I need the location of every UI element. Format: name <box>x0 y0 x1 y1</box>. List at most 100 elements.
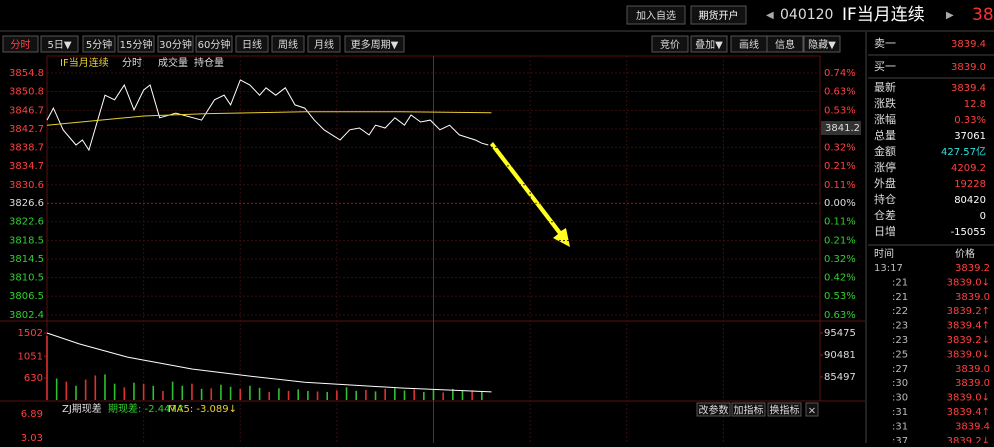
volume-tick-label: 1051 <box>18 351 43 362</box>
period-tab-box[interactable] <box>117 35 155 53</box>
period-tab-box[interactable] <box>82 35 116 53</box>
oi-tick-label: 95475 <box>824 328 856 339</box>
volume-bar <box>55 378 58 400</box>
tick-time: :30 <box>892 378 908 389</box>
period-tab-box[interactable] <box>2 35 39 53</box>
period-tab[interactable]: 月线 <box>314 38 334 51</box>
period-tab[interactable]: 30分钟 <box>159 38 192 51</box>
indicator-button[interactable]: × <box>808 406 816 417</box>
volume-bar <box>384 388 386 400</box>
period-tab-box[interactable] <box>40 35 79 53</box>
y-tick-label: 3814.5 <box>9 254 44 265</box>
tool-button-box[interactable] <box>766 35 804 53</box>
volume-bar <box>84 379 87 400</box>
period-tab-box[interactable] <box>307 35 341 53</box>
add-watch-button-box[interactable] <box>626 5 686 25</box>
volume-bar <box>268 391 271 400</box>
volume-bar <box>452 388 454 400</box>
period-tab[interactable]: 5分钟 <box>86 38 112 51</box>
period-tab[interactable]: 日线 <box>242 38 262 51</box>
volume-bar <box>249 385 251 400</box>
period-tab-box[interactable] <box>344 35 405 53</box>
quote-value: 19228 <box>954 179 986 190</box>
volume-bar <box>374 391 377 400</box>
pct-label: 0.63% <box>824 310 856 321</box>
period-tab-box[interactable] <box>235 35 269 53</box>
period-tab[interactable]: 分时 <box>11 39 31 51</box>
pct-label: 0.53% <box>824 105 856 116</box>
pct-label: 0.63% <box>824 86 856 97</box>
pct-label: 0.11% <box>824 180 856 191</box>
tick-price: 3839.2↓ <box>947 436 990 443</box>
period-tab-box[interactable] <box>195 35 233 53</box>
quote-value: 12.8 <box>964 99 986 110</box>
indicator-button[interactable]: 加指标 <box>734 404 764 417</box>
volume-bar <box>75 385 77 400</box>
quote-label: 涨幅 <box>874 113 896 126</box>
tool-button[interactable]: 叠加▼ <box>695 39 723 51</box>
quote-label: 仓差 <box>874 208 896 222</box>
contract-code: 040120 <box>780 7 833 23</box>
tool-button-box[interactable] <box>803 35 841 53</box>
indicator-button-box[interactable] <box>767 402 802 417</box>
tick-price: 3839.0 <box>955 292 990 303</box>
volume-bar <box>210 388 213 400</box>
open-account-button[interactable]: 期货开户 <box>699 9 739 22</box>
quote-value: 427.57亿 <box>941 145 986 158</box>
period-tab[interactable]: 周线 <box>278 38 298 51</box>
period-tab-box[interactable] <box>157 35 194 53</box>
tick-price: 3839.2 <box>955 263 990 274</box>
y-tick-label: 3846.7 <box>9 105 44 116</box>
indicator-button-box[interactable] <box>696 402 731 417</box>
pct-label: 0.21% <box>824 161 856 172</box>
pct-label: 0.32% <box>824 254 856 265</box>
volume-bar <box>94 375 97 400</box>
tool-button-box[interactable] <box>690 35 728 53</box>
volume-bar <box>413 389 415 400</box>
pct-label: 0.11% <box>824 217 856 228</box>
volume-bar <box>316 391 319 400</box>
contract-name: IF当月连续 <box>842 5 925 25</box>
indicator-button[interactable]: 改参数 <box>699 404 729 417</box>
indicator-button-box[interactable] <box>805 402 819 417</box>
y-tick-label: 3818.5 <box>9 236 44 247</box>
volume-bar <box>365 389 367 400</box>
volume-bar <box>307 390 309 400</box>
ticks-header: 时间 <box>874 247 894 260</box>
indicator-button[interactable]: 换指标 <box>770 404 800 417</box>
period-tab[interactable]: 5日▼ <box>47 40 71 51</box>
indicator-button-box[interactable] <box>731 402 766 417</box>
volume-bar <box>481 391 483 400</box>
volume-bar <box>461 390 464 400</box>
tool-button[interactable]: 信息 <box>775 38 795 51</box>
tick-time: :37 <box>892 436 908 443</box>
indicator-label: ZJ期现差 <box>62 402 102 415</box>
quote-label: 外盘 <box>874 176 896 190</box>
tick-time: :30 <box>892 393 908 404</box>
tick-price: 3839.4↑ <box>947 321 990 332</box>
prev-arrow: ◀ <box>766 10 774 21</box>
quote-label: 买一 <box>874 60 896 73</box>
y-tick-label: 3834.7 <box>9 161 44 172</box>
volume-bar <box>200 388 203 400</box>
period-tab[interactable]: 15分钟 <box>120 38 153 51</box>
period-tab[interactable]: 60分钟 <box>198 38 231 51</box>
add-watch-button[interactable]: 加入自选 <box>636 9 676 22</box>
tool-button-box[interactable] <box>651 35 689 53</box>
volume-bar <box>394 388 396 400</box>
quote-value: 37061 <box>954 131 986 142</box>
volume-tick-label: 1502 <box>18 328 43 339</box>
quote-label: 涨停 <box>874 160 896 174</box>
volume-bar <box>423 391 425 400</box>
y-tick-label: 3838.7 <box>9 142 44 153</box>
open-account-button-box[interactable] <box>690 5 747 25</box>
period-tab-box[interactable] <box>271 35 305 53</box>
indicator-label: 期现差: -2.447↑ <box>108 402 185 415</box>
open-interest-line <box>46 332 492 393</box>
tool-button[interactable]: 画线 <box>739 38 759 51</box>
period-tab[interactable]: 更多周期▼ <box>351 38 399 51</box>
indicator-axis-label: 3.03 <box>21 433 43 443</box>
tool-button[interactable]: 隐藏▼ <box>808 39 836 51</box>
tool-button[interactable]: 竞价 <box>660 38 680 51</box>
volume-bar <box>432 389 435 400</box>
